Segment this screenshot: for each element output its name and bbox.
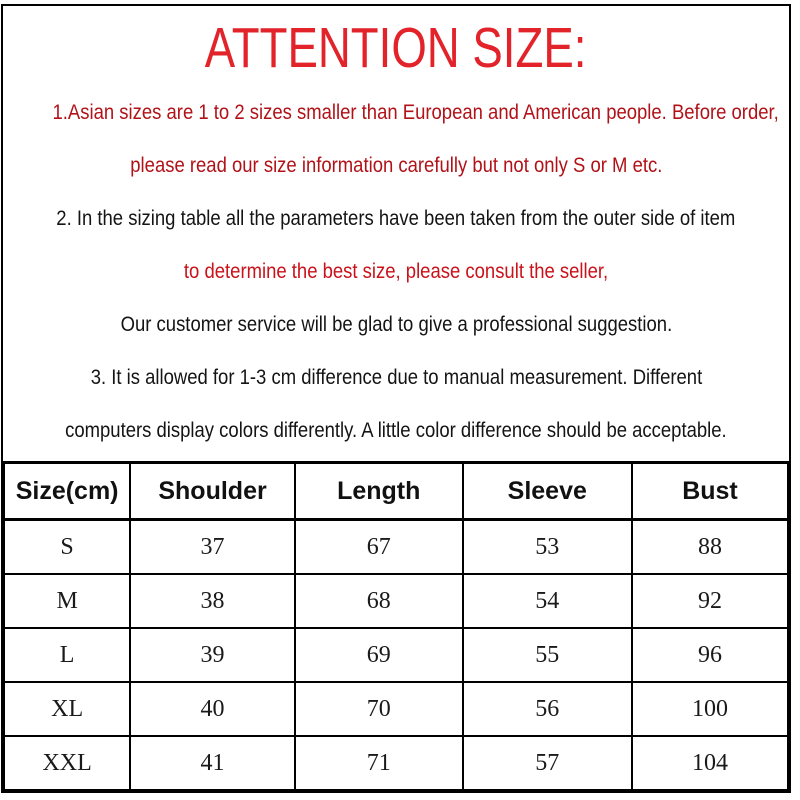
size-cell: 70 — [293, 681, 464, 737]
note-line: 3. It is allowed for 1-3 cm difference d… — [3, 351, 789, 404]
size-cell: 53 — [461, 518, 633, 575]
col-header-bust: Bust — [630, 461, 790, 521]
note-line-text: please read our size information careful… — [129, 154, 663, 177]
table-row: S 37 67 53 88 — [2, 518, 790, 575]
size-cell: 67 — [293, 518, 464, 575]
note-line: Our customer service will be glad to giv… — [3, 298, 789, 351]
row-label: S — [2, 518, 132, 575]
table-row: L 39 69 55 96 — [2, 627, 790, 683]
size-cell: 54 — [461, 573, 633, 629]
size-cell: 71 — [293, 735, 464, 791]
content-frame: ATTENTION SIZE: 1.Asian sizes are 1 to 2… — [1, 4, 791, 793]
size-cell: 55 — [461, 627, 633, 683]
size-cell: 104 — [630, 735, 790, 791]
col-header-sleeve: Sleeve — [461, 461, 633, 521]
size-table-header-row: Size(cm) Shoulder Length Sleeve Bust — [2, 461, 790, 521]
note-line-text: 2. In the sizing table all the parameter… — [56, 207, 736, 230]
note-line: 1.Asian sizes are 1 to 2 sizes smaller t… — [3, 86, 789, 139]
note-line: please read our size information careful… — [3, 139, 789, 192]
size-cell: 96 — [630, 627, 790, 683]
size-cell: 37 — [129, 518, 296, 575]
row-label: XL — [2, 681, 132, 737]
note-line-text: 3. It is allowed for 1-3 cm difference d… — [90, 366, 702, 389]
table-row: M 38 68 54 92 — [2, 573, 790, 629]
table-row: XL 40 70 56 100 — [2, 681, 790, 737]
note-line: computers display colors differently. A … — [3, 404, 789, 457]
attention-text-section: ATTENTION SIZE: 1.Asian sizes are 1 to 2… — [3, 6, 789, 461]
size-cell: 68 — [293, 573, 464, 629]
table-row: XXL 41 71 57 104 — [2, 735, 790, 791]
row-label: M — [2, 573, 132, 629]
size-table-section: Size(cm) Shoulder Length Sleeve Bust S 3… — [2, 461, 790, 791]
size-cell: 88 — [630, 518, 790, 575]
note-line-text: to determine the best size, please consu… — [183, 260, 609, 283]
note-line-text: 1.Asian sizes are 1 to 2 sizes smaller t… — [52, 101, 779, 124]
size-cell: 57 — [461, 735, 633, 791]
page-title: ATTENTION SIZE: — [205, 16, 587, 80]
size-table: Size(cm) Shoulder Length Sleeve Bust S 3… — [2, 461, 790, 791]
size-cell: 56 — [461, 681, 633, 737]
page-title-row: ATTENTION SIZE: — [3, 16, 789, 80]
notes-list: 1.Asian sizes are 1 to 2 sizes smaller t… — [3, 80, 789, 457]
size-cell: 39 — [129, 627, 296, 683]
size-cell: 69 — [293, 627, 464, 683]
row-label: L — [2, 627, 132, 683]
note-line-text: computers display colors differently. A … — [65, 419, 727, 442]
row-label: XXL — [2, 735, 132, 791]
note-line-text: Our customer service will be glad to giv… — [120, 313, 672, 336]
size-cell: 41 — [129, 735, 296, 791]
note-line: 2. In the sizing table all the parameter… — [3, 192, 789, 245]
col-header-size: Size(cm) — [2, 461, 132, 521]
size-cell: 38 — [129, 573, 296, 629]
size-cell: 100 — [630, 681, 790, 737]
size-cell: 92 — [630, 573, 790, 629]
size-cell: 40 — [129, 681, 296, 737]
col-header-length: Length — [293, 461, 464, 521]
note-line: to determine the best size, please consu… — [3, 245, 789, 298]
col-header-shoulder: Shoulder — [129, 461, 296, 521]
